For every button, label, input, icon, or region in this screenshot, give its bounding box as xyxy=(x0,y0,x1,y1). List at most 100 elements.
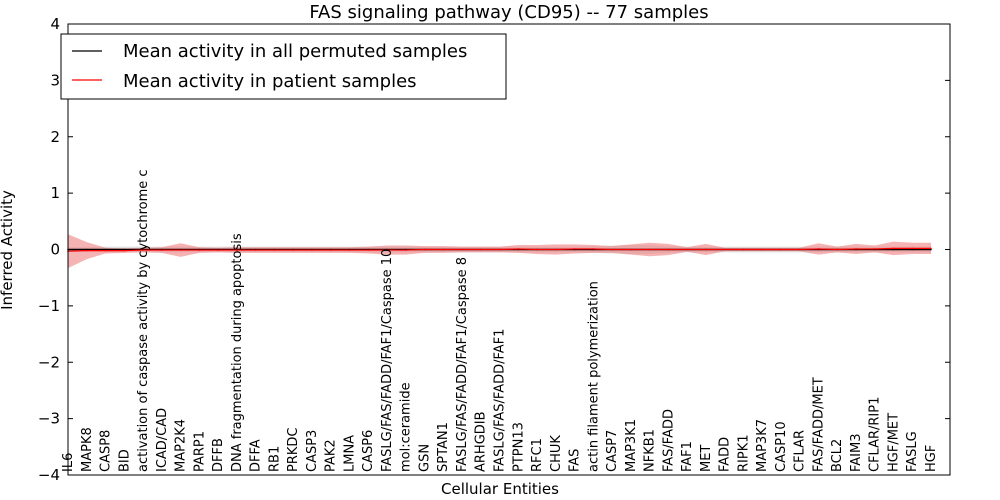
point-patient xyxy=(573,248,576,250)
x-tick-label: HGF xyxy=(924,445,939,472)
point-patient xyxy=(667,248,670,251)
x-axis-label: Cellular Entities xyxy=(441,480,559,498)
point-patient xyxy=(705,248,707,251)
point-patient xyxy=(254,249,257,251)
y-tick-label: 0 xyxy=(50,241,60,259)
series-lines xyxy=(67,247,932,252)
x-tick-label: PTPN13 xyxy=(511,422,526,472)
y-tick-label: −2 xyxy=(38,353,60,371)
point-patient xyxy=(517,248,520,250)
x-tick-label: CASP8 xyxy=(99,430,114,472)
x-tick-label: CASP3 xyxy=(305,430,320,472)
x-tick-label: FAF1 xyxy=(680,441,695,472)
y-tick-label: −3 xyxy=(38,410,60,428)
point-patient xyxy=(104,249,107,252)
point-patient xyxy=(461,248,463,251)
x-tick-label: DFFA xyxy=(249,439,264,472)
point-patient xyxy=(742,248,745,251)
x-tick-label: activation of caspase activity by cytoch… xyxy=(136,169,151,472)
point-patient xyxy=(442,248,445,251)
x-tick-label: SPTAN1 xyxy=(436,422,451,472)
point-patient xyxy=(836,248,838,251)
point-patient xyxy=(911,247,914,250)
x-tick-label: ARHGDIB xyxy=(474,411,489,472)
y-tick-label: 3 xyxy=(50,71,60,89)
point-patient xyxy=(161,249,163,251)
point-patient xyxy=(217,249,219,251)
x-tick-label: MAP3K7 xyxy=(755,419,770,472)
x-tick-label: FAS xyxy=(568,449,583,472)
point-patient xyxy=(198,249,201,251)
y-tick-label: 4 xyxy=(50,15,60,33)
point-patient xyxy=(311,249,313,251)
x-tick-label: CASP10 xyxy=(774,421,789,472)
point-permuted xyxy=(104,248,107,251)
x-tick-label: CFLAR xyxy=(793,430,808,472)
point-patient xyxy=(329,249,332,251)
x-tick-label: FASLG xyxy=(905,431,920,472)
point-patient xyxy=(723,248,726,251)
y-tick-label: 1 xyxy=(50,184,60,202)
point-patient xyxy=(179,249,182,251)
point-patient xyxy=(404,249,407,251)
point-patient xyxy=(348,249,351,251)
point-patient xyxy=(930,247,932,250)
confidence-bands xyxy=(68,234,931,269)
legend-box xyxy=(60,33,507,100)
legend-label-permuted: Mean activity in all permuted samples xyxy=(123,41,467,62)
point-patient xyxy=(123,249,126,252)
x-tick-label: CASP6 xyxy=(361,430,376,472)
point-permuted xyxy=(930,248,932,251)
x-tick-label: HGF/MET xyxy=(886,413,901,472)
x-tick-label: RB1 xyxy=(267,446,282,472)
point-patient xyxy=(630,248,632,251)
x-tick-label: MAPK8 xyxy=(80,427,95,472)
point-patient xyxy=(892,247,895,250)
point-patient xyxy=(817,248,820,250)
x-tick-label: CASP7 xyxy=(605,430,620,472)
x-tick-label: LMNA xyxy=(342,435,357,472)
y-axis: −4 −3 −2 −1 0 1 2 3 4 xyxy=(38,15,950,484)
x-tick-label: FAIM3 xyxy=(849,434,864,473)
x-tick-label: FASLG/FAS/FADD/FAF1/Caspase 8 xyxy=(455,257,470,472)
x-tick-label: BID xyxy=(117,449,132,472)
x-tick-labels: IL6 MAPK8 CASP8 BID activation of caspase ac… xyxy=(61,169,939,472)
point-patient xyxy=(536,248,538,251)
point-patient xyxy=(423,248,426,251)
x-tick-label: FAS/FADD/MET xyxy=(811,377,826,472)
x-tick-label: DNA fragmentation during apoptosis xyxy=(230,233,245,472)
point-patient xyxy=(85,249,88,252)
point-permuted xyxy=(123,248,126,251)
x-tick-label: ICAD/CAD xyxy=(155,408,170,472)
chart-title: FAS signaling pathway (CD95) -- 77 sampl… xyxy=(309,2,708,23)
x-tick-label: MAP3K1 xyxy=(624,419,639,472)
point-permuted xyxy=(892,248,895,251)
x-tick-label: NFKB1 xyxy=(643,429,658,472)
point-patient xyxy=(686,248,688,251)
x-tick-label: DFFB xyxy=(211,438,226,472)
x-tick-label: FASLG/FAS/FADD/FAF1 xyxy=(493,329,508,472)
x-tick-label: FAS/FADD xyxy=(661,409,676,472)
point-patient xyxy=(873,248,876,250)
point-patient xyxy=(236,249,238,251)
x-tick-label: mol:ceramide xyxy=(399,382,414,472)
legend-label-patient: Mean activity in patient samples xyxy=(123,71,417,92)
point-patient xyxy=(592,248,595,250)
point-patient xyxy=(386,249,388,251)
point-patient xyxy=(798,248,801,251)
x-tick-label: actin filament polymerization xyxy=(586,281,601,472)
point-permuted xyxy=(85,248,88,251)
band-patient xyxy=(68,234,931,269)
x-tick-label: PRKDC xyxy=(286,428,301,472)
x-tick-label: GSN xyxy=(417,444,432,472)
point-patient xyxy=(780,248,782,251)
x-tick-label: PARP1 xyxy=(192,431,207,472)
point-patient xyxy=(648,248,651,251)
y-axis-label: Inferred Activity xyxy=(0,190,16,310)
plot-frame xyxy=(67,23,951,476)
point-permuted xyxy=(911,248,914,251)
legend: Mean activity in all permuted samples Me… xyxy=(60,33,507,100)
point-patient xyxy=(761,248,763,251)
x-tick-label: MET xyxy=(699,445,714,472)
